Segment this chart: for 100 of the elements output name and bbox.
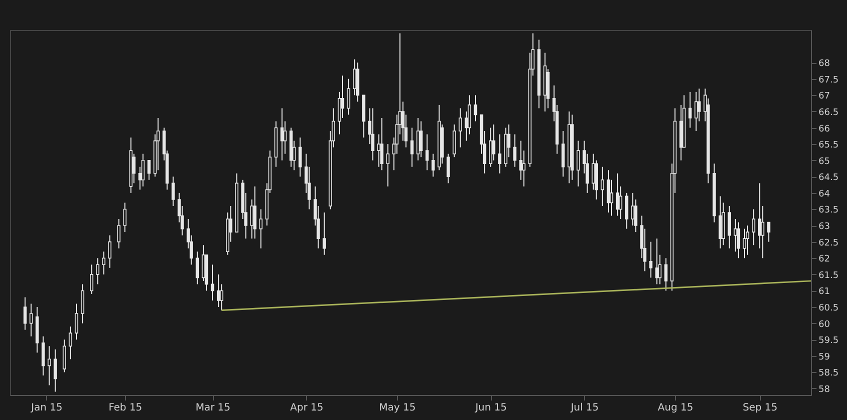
candlestick <box>386 144 390 187</box>
candlestick <box>62 339 66 373</box>
candlestick <box>767 222 770 242</box>
y-tick-label: 61.5 <box>818 270 839 281</box>
candlestick <box>253 186 256 240</box>
candlestick <box>458 108 462 148</box>
candlestick <box>48 346 51 386</box>
candlestick <box>352 58 356 96</box>
candlestick <box>117 218 120 249</box>
x-tick-label: Jul 15 <box>570 402 599 414</box>
x-tick-label: Feb 15 <box>108 402 142 414</box>
y-tick-label: 62.5 <box>818 238 839 248</box>
candlestick <box>492 124 496 161</box>
x-tick-label: Jun 15 <box>474 402 507 414</box>
candlestick <box>664 258 668 292</box>
y-tick-label: 58.5 <box>818 368 839 379</box>
candlestick <box>377 134 380 168</box>
y-tick-label: 59.5 <box>818 336 839 346</box>
candlestick <box>736 222 740 259</box>
y-tick-label: 60 <box>818 320 830 330</box>
candlestick <box>132 153 136 184</box>
candlestick <box>196 251 200 285</box>
candlestick <box>606 170 610 213</box>
candlestick <box>172 176 175 206</box>
candlestick <box>346 78 350 116</box>
candlestick <box>102 251 106 275</box>
candlestick <box>761 205 764 259</box>
candlestick <box>280 108 284 161</box>
candlestick <box>147 160 151 180</box>
x-tick-label: Sep 15 <box>742 402 778 414</box>
candlestick <box>123 202 126 233</box>
candlestick <box>68 326 72 360</box>
y-tick-label: 64 <box>818 189 830 200</box>
candlestick <box>600 166 604 206</box>
candlestick <box>625 192 628 230</box>
candlestick <box>746 225 750 256</box>
y-tick-label: 65.5 <box>818 140 839 151</box>
candlestick <box>649 241 652 278</box>
candlestick <box>734 218 738 252</box>
candlestick <box>202 244 206 282</box>
y-tick-label: 58 <box>818 384 830 395</box>
candlestick <box>631 192 634 226</box>
candlestick <box>610 179 614 216</box>
x-tick-label: Aug 15 <box>658 402 694 414</box>
candlestick <box>688 91 692 128</box>
candlestick <box>522 150 526 187</box>
candlestick <box>80 284 84 324</box>
y-tick-label: 63.5 <box>818 206 839 216</box>
candlestick <box>618 186 622 220</box>
candlestick <box>562 130 565 178</box>
y-tick-label: 67.5 <box>818 75 839 86</box>
candlestick <box>489 127 492 168</box>
candlestick <box>446 153 450 184</box>
candlestick <box>592 153 595 190</box>
candlestick <box>616 172 620 216</box>
candlestick <box>410 127 414 168</box>
y-tick-label: 62 <box>818 254 830 265</box>
candlestick <box>576 140 580 187</box>
candlestick <box>298 137 302 178</box>
candlestick <box>498 134 502 174</box>
y-tick-label: 63 <box>818 222 830 232</box>
candlestick <box>416 117 420 161</box>
y-tick-label: 61 <box>818 287 830 298</box>
candlestick <box>30 303 33 337</box>
candlestick <box>380 117 384 171</box>
candlestick <box>452 124 456 158</box>
candlestick <box>718 196 722 249</box>
y-tick-label: 65 <box>818 156 830 167</box>
y-tick-label: 68 <box>818 59 830 70</box>
candlestick <box>90 264 94 294</box>
candlestick <box>419 120 423 158</box>
candlestick <box>141 153 145 187</box>
candlestick <box>426 134 429 171</box>
y-tick-label: 60.5 <box>818 304 839 314</box>
candlestick <box>371 108 374 161</box>
x-tick-label: Jan 15 <box>30 402 62 414</box>
y-tick-label: 59 <box>818 352 830 362</box>
candlestick <box>250 198 254 240</box>
candlestick <box>513 134 516 168</box>
y-tick-label: 66 <box>818 124 830 134</box>
candlestick <box>24 296 27 330</box>
candlestick <box>655 238 658 285</box>
y-tick-label: 67 <box>818 92 830 102</box>
candlestick <box>340 75 344 118</box>
y-tick-label: 64.5 <box>818 173 839 184</box>
candlestick <box>752 208 756 246</box>
candlestick <box>728 205 731 249</box>
candlestick <box>474 94 478 122</box>
candlestick <box>259 208 262 249</box>
candlestick <box>96 258 100 285</box>
candlestick <box>42 336 45 376</box>
candlestick <box>694 91 698 132</box>
candlestick <box>220 284 224 311</box>
candlestick <box>210 264 214 301</box>
x-tick-label: Apr 15 <box>290 402 324 414</box>
candlestick <box>742 228 746 259</box>
x-tick-label: Mar 15 <box>196 402 230 414</box>
x-tick-label: May 15 <box>379 402 416 414</box>
candlestick <box>698 88 701 122</box>
candlestick <box>216 274 220 308</box>
